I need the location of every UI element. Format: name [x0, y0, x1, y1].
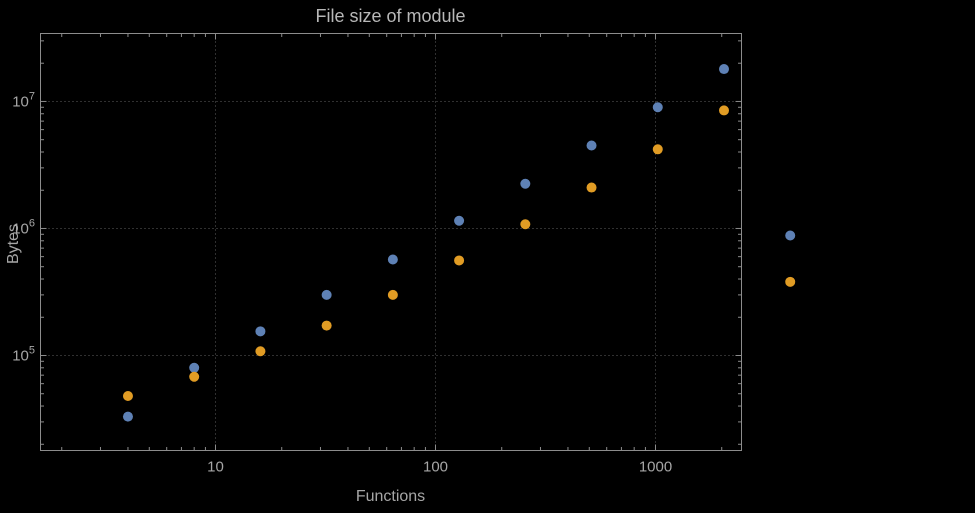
data-point-series2 — [321, 320, 332, 331]
data-point-series1 — [387, 254, 398, 265]
data-point-series1 — [255, 326, 266, 337]
data-point-series1 — [652, 102, 663, 113]
x-tick-label: 10 — [207, 459, 224, 476]
data-point-series2 — [718, 105, 729, 116]
data-point-series2 — [387, 289, 398, 300]
data-point-series2 — [652, 144, 663, 155]
data-point-series2 — [122, 390, 133, 401]
x-tick-label: 1000 — [639, 459, 672, 476]
data-point-series1 — [189, 362, 200, 373]
data-point-series2 — [189, 371, 200, 382]
data-point-series2 — [785, 276, 796, 287]
data-point-series2 — [255, 346, 266, 357]
x-axis-label: Functions — [355, 488, 426, 505]
data-point-series1 — [718, 64, 729, 75]
data-point-series1 — [520, 178, 531, 189]
data-point-series2 — [586, 182, 597, 193]
chart-title: File size of module — [315, 6, 466, 26]
y-tick-label: 107 — [12, 90, 35, 110]
y-tick-label: 105 — [12, 344, 35, 364]
data-point-series1 — [122, 411, 133, 422]
data-point-series1 — [321, 289, 332, 300]
data-point-series1 — [785, 230, 796, 241]
y-tick-label: 106 — [12, 217, 35, 237]
y-axis-label: Bytes — [5, 224, 22, 265]
x-tick-label: 100 — [423, 459, 448, 476]
data-point-series1 — [586, 140, 597, 151]
data-point-series2 — [454, 255, 465, 266]
plot-frame — [40, 33, 742, 451]
data-point-series1 — [454, 215, 465, 226]
data-point-series2 — [520, 219, 531, 230]
